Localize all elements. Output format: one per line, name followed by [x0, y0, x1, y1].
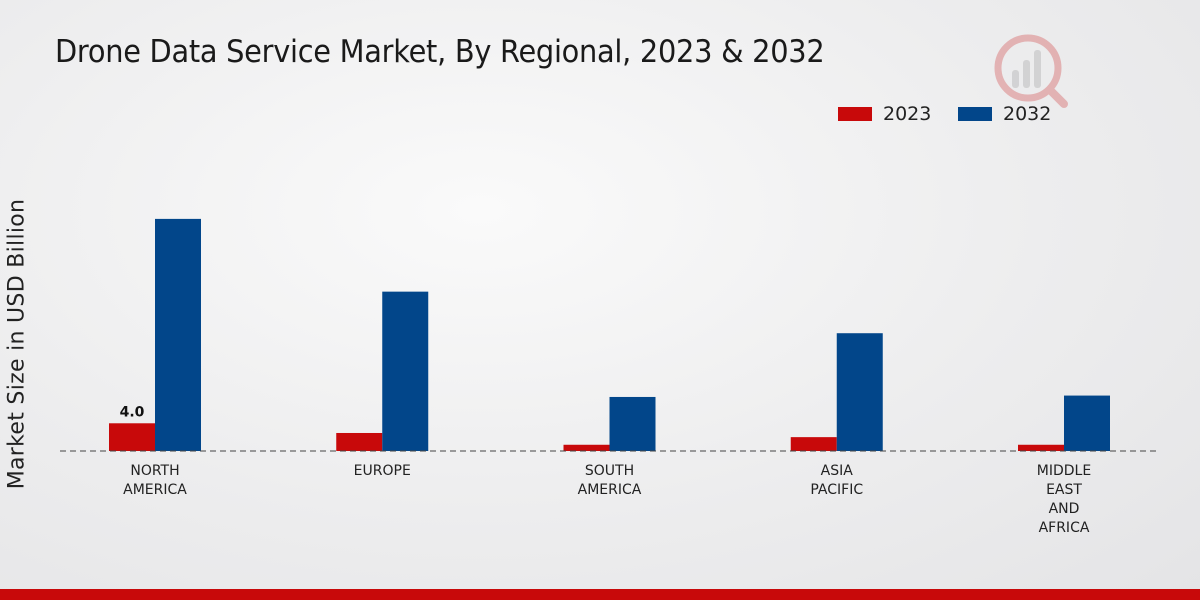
x-tick-label-2-0: SOUTH	[585, 463, 634, 479]
bar-2032-4	[1064, 395, 1110, 451]
watermark-logo-icon	[992, 32, 1072, 116]
x-tick-label-4-2: AND	[1049, 501, 1080, 517]
legend-swatch-2032	[958, 107, 992, 121]
legend-label-2032: 2032	[1003, 103, 1052, 125]
bar-2023-3	[790, 437, 837, 451]
bar-2032-2	[609, 396, 656, 451]
bar-2023-0	[109, 423, 155, 451]
bottom-accent-bar	[0, 589, 1200, 600]
legend-label-2023: 2023	[883, 103, 932, 125]
bar-2032-1	[382, 291, 429, 451]
x-tick-label-3-1: PACIFIC	[810, 482, 863, 498]
x-tick-label-0-0: NORTH	[130, 463, 179, 479]
x-tick-label-4-1: EAST	[1046, 482, 1082, 498]
bar-2032-0	[155, 218, 201, 451]
x-tick-label-2-1: AMERICA	[578, 482, 642, 498]
data-label-0: 4.0	[120, 404, 145, 420]
bar-2023-4	[1018, 444, 1064, 451]
x-tick-label-4-0: MIDDLE	[1037, 463, 1091, 479]
x-tick-label-4-3: AFRICA	[1039, 520, 1090, 536]
bar-2023-2	[563, 444, 610, 451]
legend-item-2032: 2032	[958, 103, 1051, 125]
bar-2023-1	[336, 432, 383, 451]
x-tick-label-1-0: EUROPE	[354, 463, 411, 479]
legend-item-2023: 2023	[838, 103, 931, 125]
x-tick-label-3-0: ASIA	[821, 463, 854, 479]
chart-title: Drone Data Service Market, By Regional, …	[55, 34, 825, 70]
x-tick-label-0-1: AMERICA	[123, 482, 187, 498]
legend-swatch-2023	[838, 107, 872, 121]
bar-2032-3	[836, 333, 883, 451]
